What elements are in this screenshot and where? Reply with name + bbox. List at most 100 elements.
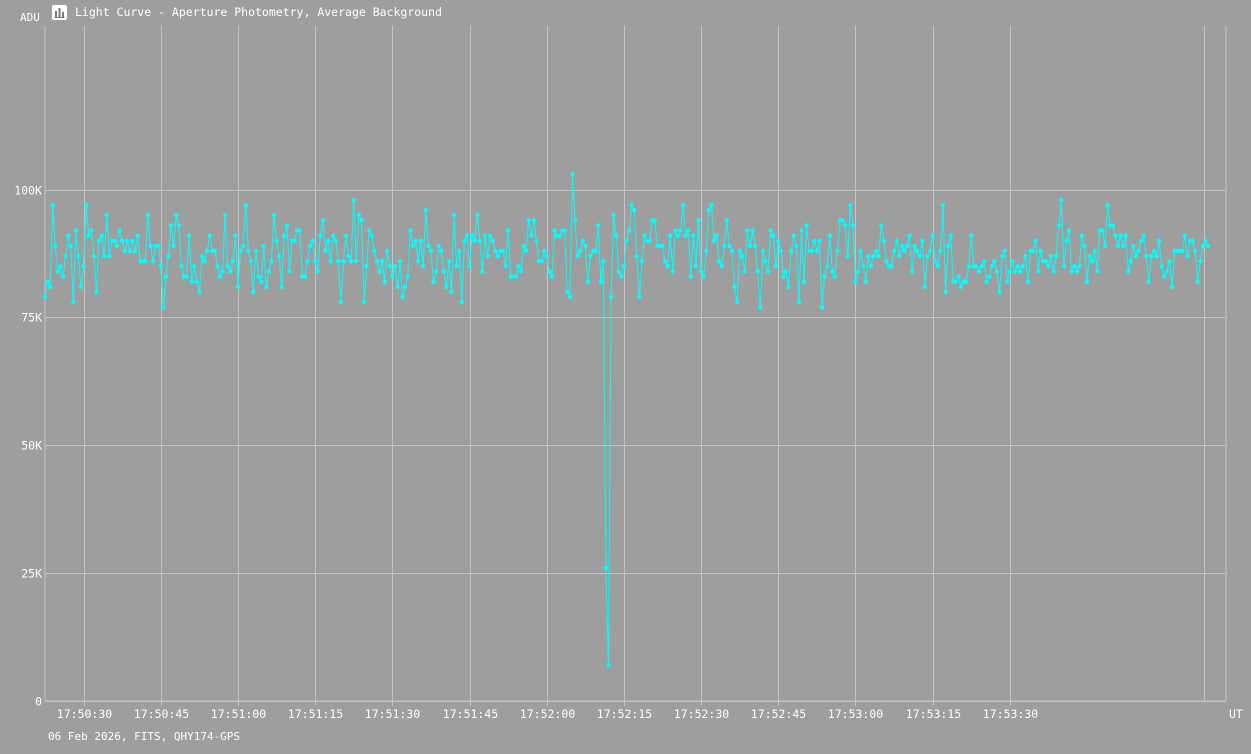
data-point — [503, 264, 508, 269]
data-point — [729, 248, 735, 254]
data-point — [817, 238, 822, 243]
data-point — [189, 279, 194, 284]
data-point — [994, 269, 1000, 274]
y-tick-label: 100K — [14, 184, 42, 198]
data-point — [1192, 248, 1198, 254]
data-point — [117, 228, 122, 233]
data-point — [163, 274, 169, 279]
data-point — [457, 248, 462, 254]
data-point — [716, 259, 722, 264]
data-point — [505, 228, 511, 233]
data-point — [652, 218, 657, 223]
data-point — [1074, 269, 1080, 274]
data-point — [186, 233, 192, 238]
data-point — [626, 228, 632, 233]
data-point — [992, 259, 997, 264]
data-point — [222, 213, 228, 218]
data-point — [1146, 279, 1152, 284]
data-point — [81, 264, 86, 269]
data-point — [639, 259, 645, 264]
data-point — [758, 305, 763, 310]
data-point — [861, 264, 866, 269]
data-point — [830, 269, 835, 274]
data-point — [873, 248, 879, 254]
chart-title: Light Curve - Aperture Photometry, Avera… — [75, 5, 442, 19]
data-point — [786, 284, 791, 289]
data-point — [673, 228, 678, 233]
data-point — [719, 264, 724, 269]
data-point — [812, 238, 817, 243]
data-point — [603, 565, 609, 571]
data-point — [956, 274, 961, 279]
data-point — [835, 248, 840, 254]
data-point — [521, 243, 526, 249]
data-point — [691, 233, 696, 238]
data-point — [948, 233, 953, 238]
x-tick-label: 17:50:30 — [57, 707, 112, 721]
data-point — [1156, 238, 1162, 243]
data-point — [763, 259, 768, 264]
data-point — [1069, 269, 1074, 274]
data-point — [843, 223, 848, 228]
data-point — [161, 305, 166, 310]
data-point — [1095, 269, 1100, 274]
data-point — [63, 253, 68, 259]
data-point — [588, 253, 593, 259]
data-point — [1128, 259, 1134, 264]
data-point — [791, 233, 796, 238]
chart-icon[interactable] — [52, 4, 67, 20]
data-point — [127, 248, 133, 254]
data-point — [734, 299, 740, 305]
data-point — [899, 243, 904, 249]
data-point — [624, 238, 629, 243]
data-point — [868, 264, 874, 269]
data-point — [1113, 233, 1118, 238]
data-point — [534, 238, 539, 243]
data-point — [1012, 269, 1018, 274]
data-point — [305, 259, 310, 264]
data-point — [1046, 264, 1051, 269]
data-point — [315, 269, 320, 274]
data-point — [778, 248, 784, 254]
data-point — [732, 284, 737, 289]
data-point — [904, 243, 910, 249]
data-point — [598, 279, 603, 284]
data-point — [523, 248, 529, 254]
data-point — [1120, 243, 1126, 249]
data-point — [938, 248, 943, 254]
data-point — [1169, 284, 1175, 289]
data-point — [130, 238, 135, 243]
data-point — [922, 284, 928, 289]
data-point — [912, 243, 917, 249]
data-point — [487, 233, 493, 238]
data-point — [848, 202, 853, 208]
data-point — [933, 259, 938, 264]
data-point — [783, 269, 789, 274]
data-point — [771, 233, 776, 238]
data-point — [542, 248, 547, 254]
data-point — [1072, 264, 1077, 269]
data-point — [333, 238, 338, 243]
data-point — [220, 269, 225, 274]
data-point — [1123, 233, 1128, 238]
data-point — [68, 243, 73, 249]
data-point — [925, 253, 930, 259]
data-point — [799, 228, 804, 233]
data-point — [1033, 238, 1038, 243]
data-point — [1180, 248, 1185, 254]
data-point — [145, 213, 151, 218]
data-point — [917, 253, 922, 259]
data-point — [1059, 197, 1064, 203]
data-point — [825, 264, 830, 269]
data-point — [552, 228, 557, 233]
data-point — [356, 213, 362, 218]
data-point — [575, 253, 580, 259]
data-point — [446, 259, 452, 264]
title-bar: Light Curve - Aperture Photometry, Avera… — [52, 3, 442, 21]
data-point — [341, 259, 346, 264]
data-point — [1030, 248, 1036, 254]
data-point — [801, 279, 807, 284]
data-point — [614, 233, 619, 238]
data-point — [827, 233, 832, 238]
data-point — [683, 233, 688, 238]
